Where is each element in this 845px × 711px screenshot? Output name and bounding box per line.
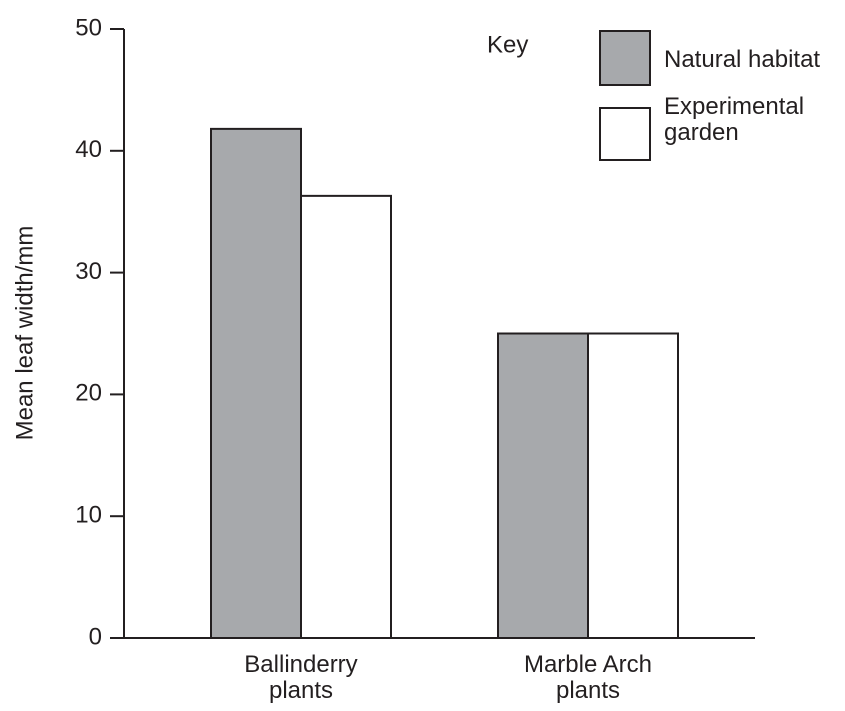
legend-title: Key <box>487 31 528 58</box>
bar <box>210 127 302 639</box>
y-tick-label: 40 <box>75 136 102 163</box>
legend-swatch <box>599 107 651 161</box>
legend-label: Experimental garden <box>664 93 805 146</box>
y-tick-label: 10 <box>75 502 102 529</box>
y-axis-label: Mean leaf width/mm <box>11 226 38 441</box>
bar <box>497 332 589 639</box>
y-tick-label: 0 <box>89 623 102 650</box>
legend-label: Natural habitat <box>664 46 821 73</box>
bar <box>300 194 392 639</box>
legend-swatch <box>599 30 651 86</box>
x-tick-label: Ballinderry plants <box>244 651 358 704</box>
bar <box>587 332 679 639</box>
y-tick-label: 30 <box>75 258 102 285</box>
y-tick-label: 50 <box>75 14 102 41</box>
x-tick-label: Marble Arch plants <box>523 651 653 704</box>
y-tick-label: 20 <box>75 380 102 407</box>
